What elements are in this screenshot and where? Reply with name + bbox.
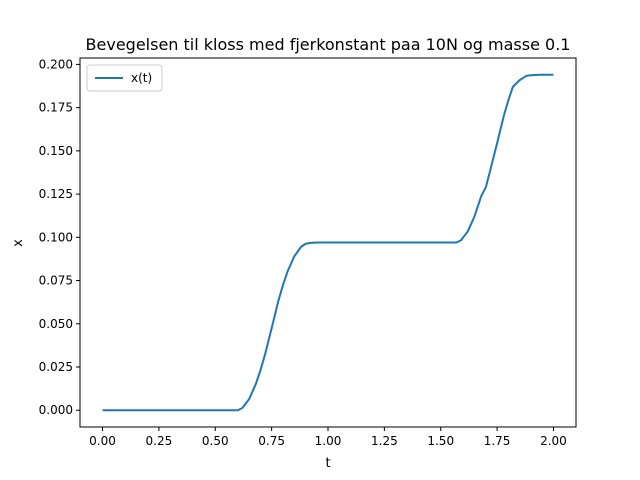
y-tick-label: 0.200 xyxy=(39,57,73,71)
x-tick-label: 1.50 xyxy=(427,434,454,448)
legend-box xyxy=(86,64,163,92)
x-tick-label: 0.25 xyxy=(146,434,173,448)
y-tick-label: 0.100 xyxy=(39,230,73,244)
y-tick-label: 0.025 xyxy=(39,360,73,374)
x-tick-label: 1.75 xyxy=(484,434,511,448)
x-tick-label: 0.50 xyxy=(202,434,229,448)
y-tick-label: 0.150 xyxy=(39,144,73,158)
legend-label: x(t) xyxy=(131,71,152,85)
y-tick-label: 0.075 xyxy=(39,274,73,288)
x-tick-label: 0.00 xyxy=(89,434,116,448)
x-axis-label: t xyxy=(325,456,330,471)
y-tick-label: 0.175 xyxy=(39,101,73,115)
legend: x(t) xyxy=(86,64,163,92)
chart-title: Bevegelsen til kloss med fjerkonstant pa… xyxy=(86,35,571,54)
series-line-0 xyxy=(102,73,554,412)
plot-frame xyxy=(79,57,577,428)
x-tick-label: 1.25 xyxy=(371,434,398,448)
y-axis-label: x xyxy=(11,239,26,247)
y-tick-label: 0.125 xyxy=(39,187,73,201)
y-tick-label: 0.000 xyxy=(39,403,73,417)
x-tick-label: 0.75 xyxy=(258,434,285,448)
y-tick-label: 0.050 xyxy=(39,317,73,331)
x-tick-label: 1.00 xyxy=(315,434,342,448)
x-tick-label: 2.00 xyxy=(540,434,567,448)
